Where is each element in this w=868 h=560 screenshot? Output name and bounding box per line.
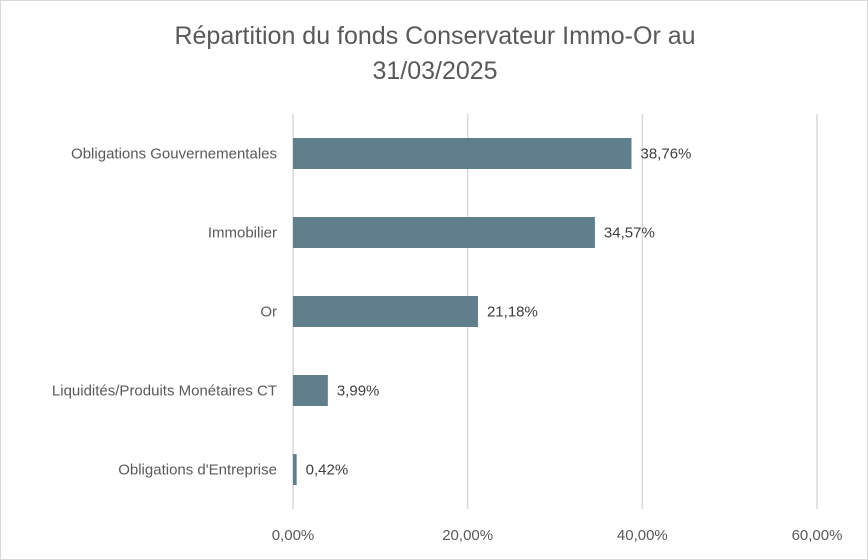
category-label-2: Or [260,304,277,321]
category-label-0: Obligations Gouvernementales [71,146,277,163]
bar-1 [293,217,595,248]
x-tick-label-3: 60,00% [792,527,843,544]
data-labels: 38,76% 34,57% 21,18% 3,99% 0,42% [306,146,692,479]
x-tick-label-1: 20,00% [442,527,493,544]
category-label-4: Obligations d'Entreprise [118,462,277,479]
category-labels: Obligations Gouvernementales Immobilier Or… [52,146,277,479]
data-label-2: 21,18% [487,304,538,321]
bar-2 [293,296,478,327]
chart-title-line-1: Répartition du fonds Conservateur Immo-O… [174,22,696,50]
bar-3 [293,375,328,406]
category-label-3: Liquidités/Produits Monétaires CT [52,383,277,400]
category-label-1: Immobilier [208,225,277,242]
data-label-0: 38,76% [641,146,692,163]
chart-title-line-2: 31/03/2025 [372,57,498,85]
x-tick-label-0: 0,00% [272,527,315,544]
bar-4 [293,454,297,485]
bars [293,138,632,485]
x-axis-tick-labels: 0,00% 20,00% 40,00% 60,00% [272,527,843,544]
data-label-1: 34,57% [604,225,655,242]
x-tick-label-2: 40,00% [617,527,668,544]
bar-0 [293,138,632,169]
data-label-4: 0,42% [306,462,349,479]
data-label-3: 3,99% [337,383,380,400]
chart-title: Répartition du fonds Conservateur Immo-O… [1,19,868,89]
